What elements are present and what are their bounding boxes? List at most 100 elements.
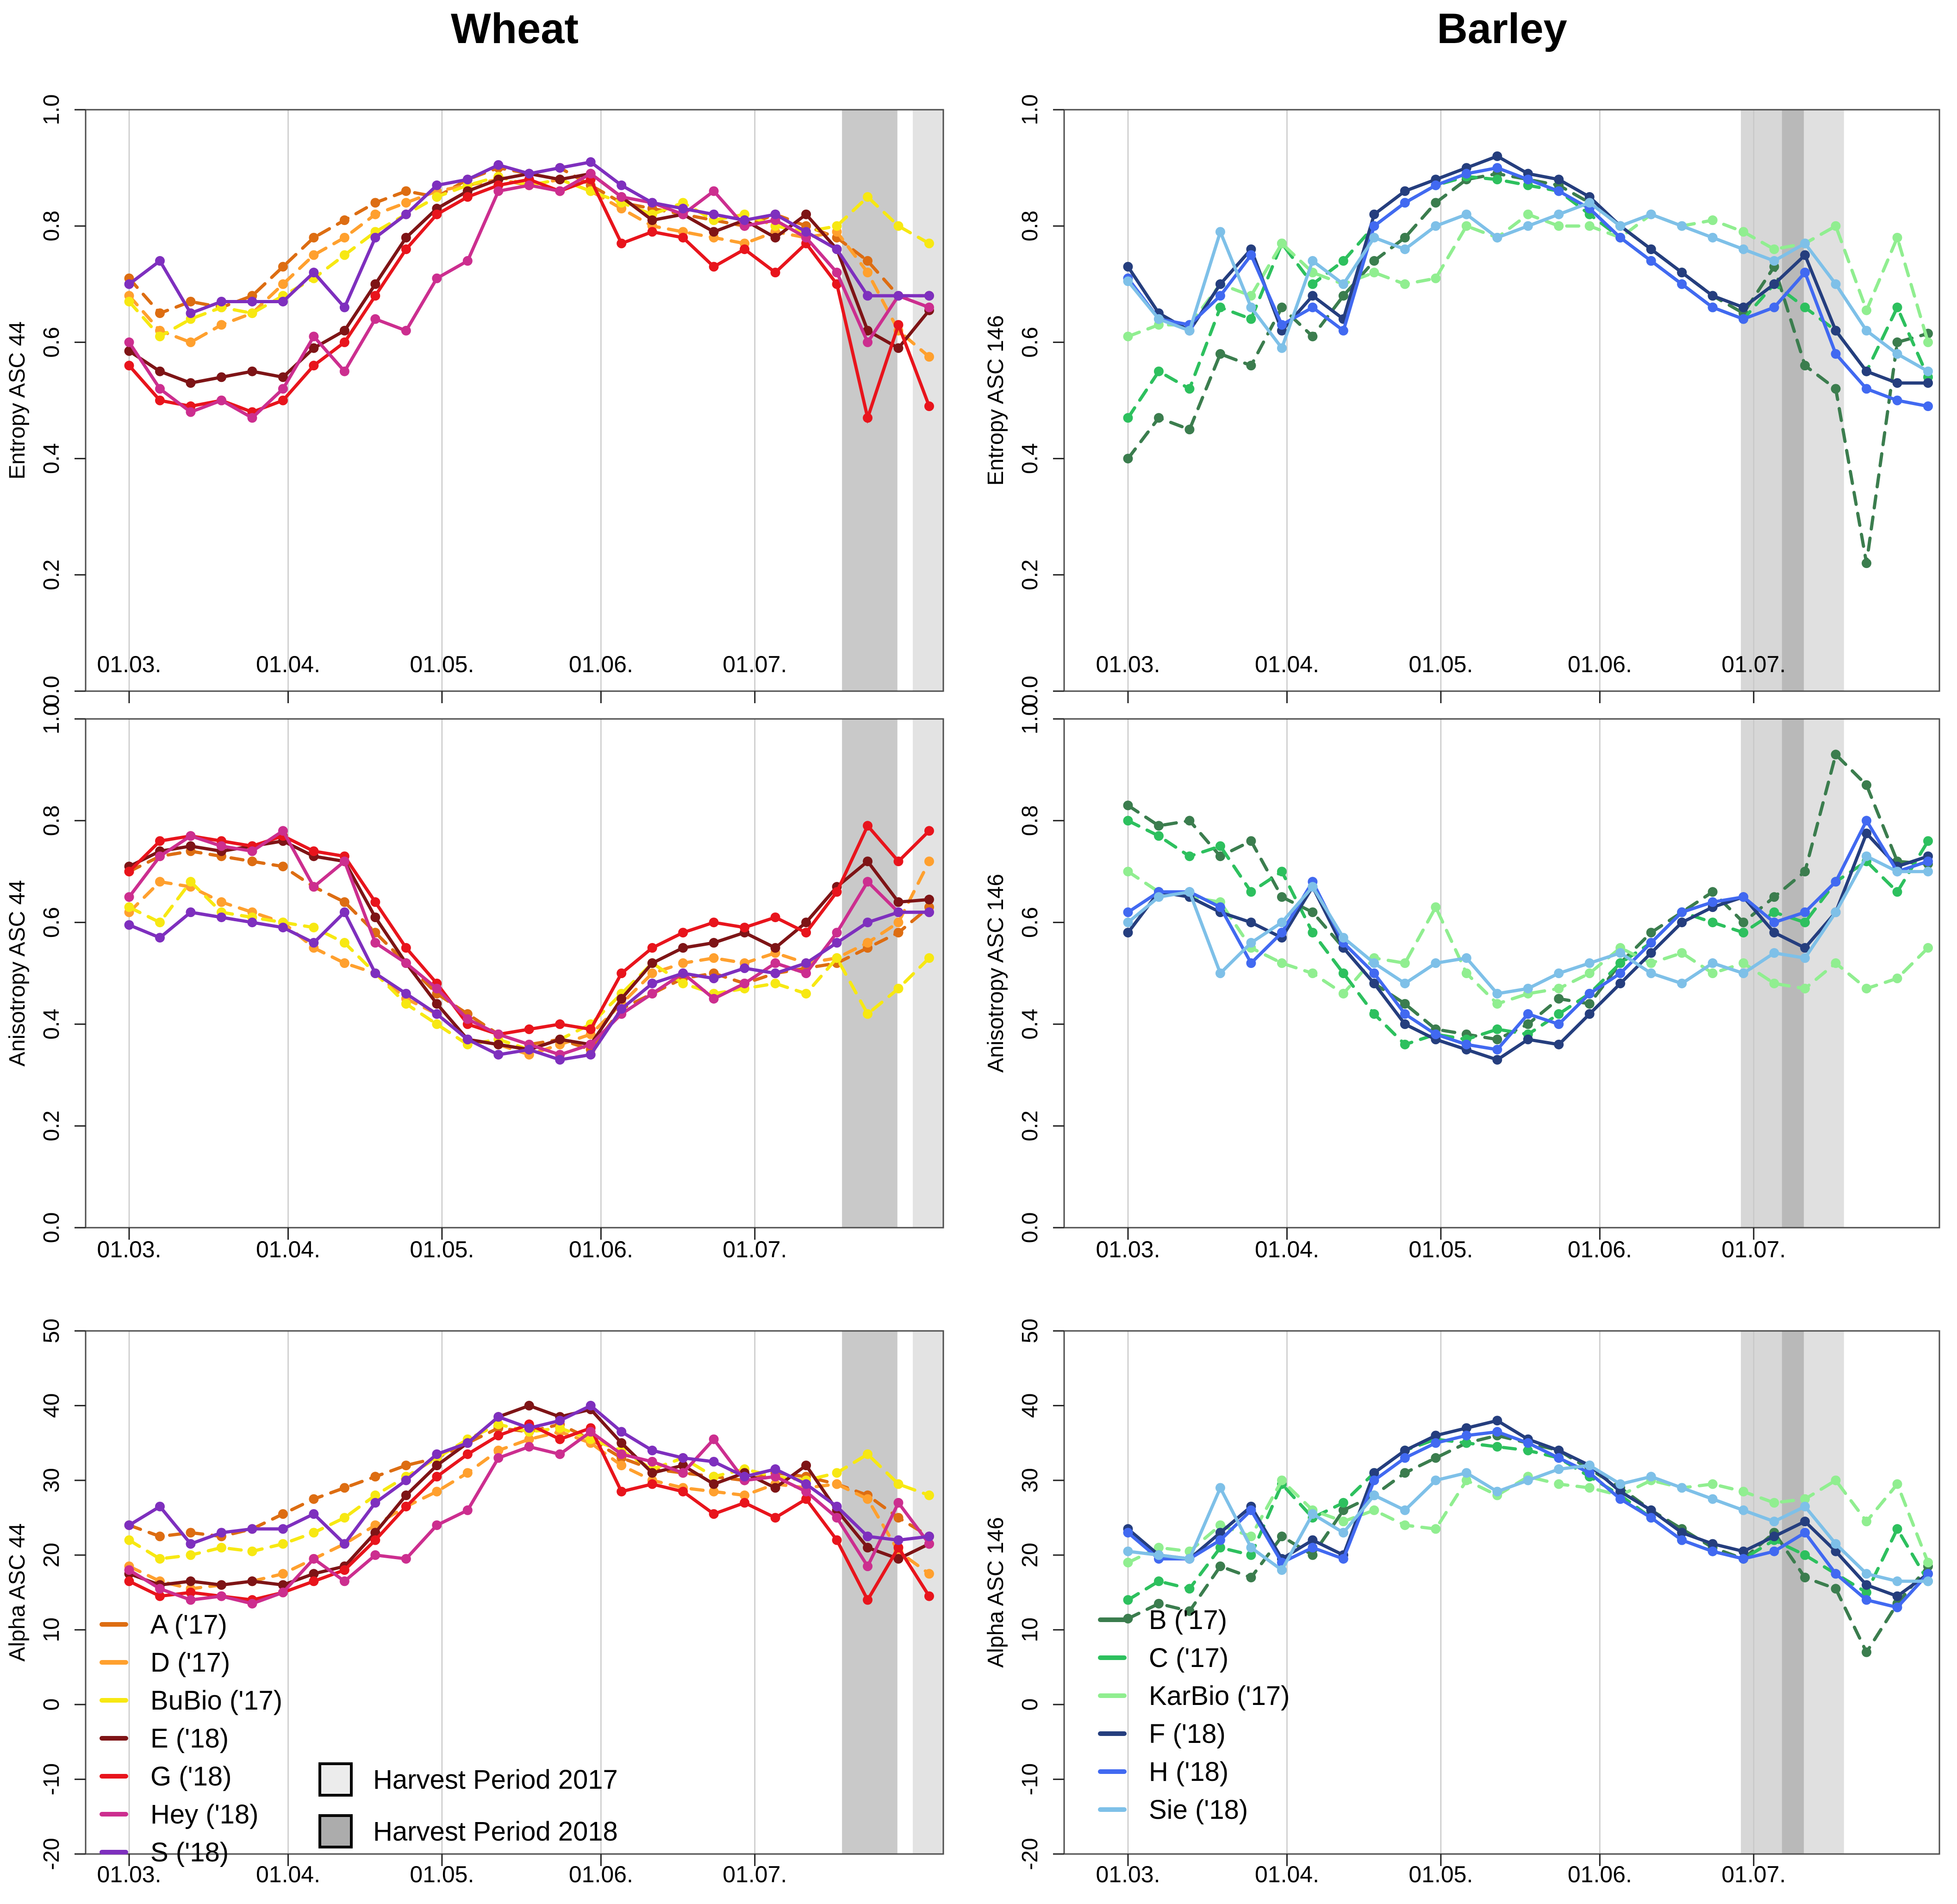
series-point [1862, 1517, 1872, 1527]
series-point [124, 902, 134, 912]
series-point [278, 1539, 288, 1549]
series-point [586, 186, 596, 196]
series-point [1215, 902, 1225, 912]
x-tick-label: 01.06. [569, 651, 633, 677]
y-tick-label: 10 [1018, 1617, 1042, 1642]
series-point [1769, 928, 1779, 938]
harvest-legend-label: Harvest Period 2017 [373, 1764, 618, 1795]
series-point [155, 384, 165, 394]
series-point [770, 268, 780, 278]
y-tick-label: 0.8 [39, 805, 64, 836]
series-point [832, 268, 842, 278]
series-point [770, 1483, 780, 1493]
series-point [1708, 302, 1718, 312]
column-title-barley: Barley [1437, 5, 1567, 52]
series-point [740, 1490, 750, 1500]
series-point [863, 413, 873, 423]
series-point [770, 1472, 780, 1482]
series-point [401, 958, 411, 968]
series-point [339, 1539, 349, 1549]
series-point [432, 1009, 442, 1019]
series-point [1215, 279, 1225, 289]
series-point [1584, 988, 1595, 999]
series-point [1923, 401, 1933, 412]
series-point [924, 1539, 934, 1549]
series-point [1246, 1542, 1256, 1553]
series-point [1584, 1468, 1595, 1478]
series-point [1461, 1430, 1471, 1441]
harvest-swatch-icon [318, 1814, 353, 1848]
series-point [155, 1501, 165, 1511]
harvest-band [842, 719, 897, 1228]
series-point [1584, 221, 1595, 231]
series-point [278, 384, 288, 394]
y-tick-label: 0.4 [1018, 443, 1042, 474]
series-point [1800, 983, 1810, 993]
series-point [893, 1554, 904, 1564]
series-point [216, 395, 226, 406]
series-point [1615, 1486, 1626, 1497]
series-point [462, 1505, 473, 1515]
series-point [832, 1501, 842, 1511]
series-point [801, 1494, 811, 1504]
series-point [1492, 1055, 1502, 1065]
series-point [1923, 856, 1933, 867]
series-point [1338, 968, 1348, 978]
plot-border [85, 718, 944, 1229]
series-point [1492, 1416, 1502, 1426]
series-point [1184, 816, 1195, 826]
legend-swatch-icon [1098, 1617, 1127, 1622]
series-point [801, 1479, 811, 1489]
series-point [309, 882, 319, 892]
series-point [339, 907, 349, 918]
series-point [309, 331, 319, 342]
series-point [1615, 968, 1626, 978]
series-point [1923, 1557, 1933, 1567]
series-point [370, 314, 380, 324]
series-point [339, 958, 349, 968]
series-point [1184, 851, 1195, 861]
series-point [1739, 244, 1749, 254]
series-point [1369, 958, 1379, 968]
series-point [1215, 1528, 1225, 1538]
series-point [1739, 892, 1749, 902]
y-tick-label: 0.6 [1018, 327, 1042, 358]
x-tick-label: 01.07. [1721, 1236, 1786, 1262]
series-point [1708, 1539, 1718, 1549]
series-point [1554, 1445, 1564, 1455]
series-point [1153, 821, 1164, 831]
legend-item-Sie ('18): Sie ('18) [1098, 1791, 1290, 1829]
series-point [186, 1595, 196, 1605]
series-point [863, 856, 873, 867]
series-point [370, 1498, 380, 1508]
x-tick-label: 01.06. [569, 1236, 633, 1262]
y-axis-label: Anisotropy ASC 146 [984, 874, 1008, 1073]
series-point [216, 841, 226, 851]
series-point [1800, 867, 1810, 877]
series-point [863, 1531, 873, 1542]
series-point [1277, 1475, 1287, 1486]
y-tick-label: -20 [39, 1838, 64, 1870]
series-point [1308, 968, 1318, 978]
series-point [617, 1438, 627, 1448]
series-point [1554, 983, 1564, 993]
y-tick-label: 20 [1018, 1543, 1042, 1567]
x-tick-label: 01.07. [1721, 1861, 1786, 1887]
series-point [770, 958, 780, 968]
series-point [1461, 1468, 1471, 1478]
series-point [1554, 186, 1564, 196]
series-point [678, 958, 688, 968]
series-point [1769, 279, 1779, 289]
series-point [1584, 1461, 1595, 1471]
series-point [1308, 302, 1318, 312]
y-tick-label: 0.6 [39, 907, 64, 938]
series-point [1892, 1524, 1902, 1534]
x-tick-label: 01.06. [1568, 1236, 1632, 1262]
series-point [1923, 337, 1933, 347]
series-point [1308, 331, 1318, 342]
series-point [155, 256, 165, 266]
y-tick-label: 1.0 [1018, 704, 1042, 735]
series-point [1338, 1517, 1348, 1527]
series-point [493, 160, 504, 170]
series-point [832, 1479, 842, 1489]
